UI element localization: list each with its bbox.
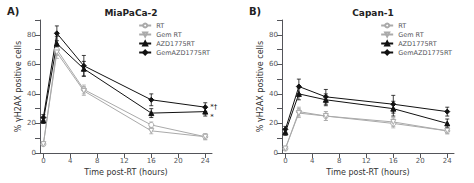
svg-text:Gem RT: Gem RT: [156, 31, 181, 39]
svg-text:24: 24: [443, 157, 452, 165]
svg-text:AZD1775RT: AZD1775RT: [398, 40, 436, 48]
svg-text:8: 8: [337, 157, 341, 165]
svg-text:RT: RT: [398, 22, 406, 30]
svg-text:12: 12: [120, 157, 129, 165]
svg-text:4: 4: [310, 157, 315, 165]
svg-text:0: 0: [32, 149, 36, 157]
svg-text:A): A): [7, 6, 19, 17]
svg-text:0: 0: [283, 157, 287, 165]
svg-text:60: 60: [269, 60, 278, 68]
svg-text:20: 20: [174, 157, 183, 165]
svg-text:*: *: [210, 113, 214, 121]
svg-text:MiaPaCa-2: MiaPaCa-2: [104, 8, 157, 18]
svg-text:24: 24: [201, 157, 210, 165]
svg-text:B): B): [249, 6, 261, 17]
svg-text:40: 40: [269, 90, 278, 98]
svg-text:20: 20: [269, 119, 278, 127]
svg-text:12: 12: [362, 157, 371, 165]
svg-text:Gem RT: Gem RT: [398, 31, 423, 39]
svg-text:0: 0: [41, 157, 45, 165]
svg-text:16: 16: [147, 157, 156, 165]
svg-text:80: 80: [27, 31, 36, 39]
svg-text:% γH2AX positive cells: % γH2AX positive cells: [14, 41, 23, 132]
svg-text:AZD1775RT: AZD1775RT: [156, 40, 194, 48]
svg-text:Capan-1: Capan-1: [352, 8, 394, 18]
svg-text:20: 20: [27, 119, 36, 127]
svg-text:8: 8: [95, 157, 99, 165]
svg-text:GemAZD1775RT: GemAZD1775RT: [398, 49, 452, 57]
svg-text:20: 20: [416, 157, 425, 165]
svg-text:4: 4: [68, 157, 73, 165]
svg-text:RT: RT: [156, 22, 164, 30]
svg-text:80: 80: [269, 31, 278, 39]
svg-text:60: 60: [27, 60, 36, 68]
svg-text:16: 16: [389, 157, 398, 165]
svg-text:0: 0: [274, 149, 278, 157]
svg-text:GemAZD1775RT: GemAZD1775RT: [156, 49, 210, 57]
svg-text:40: 40: [27, 90, 36, 98]
svg-text:Time post-RT (hours): Time post-RT (hours): [83, 168, 167, 177]
svg-text:Time post-RT (hours): Time post-RT (hours): [325, 168, 409, 177]
svg-text:% γH2AX positive cells: % γH2AX positive cells: [256, 41, 265, 132]
svg-text:*†: *†: [210, 103, 218, 111]
